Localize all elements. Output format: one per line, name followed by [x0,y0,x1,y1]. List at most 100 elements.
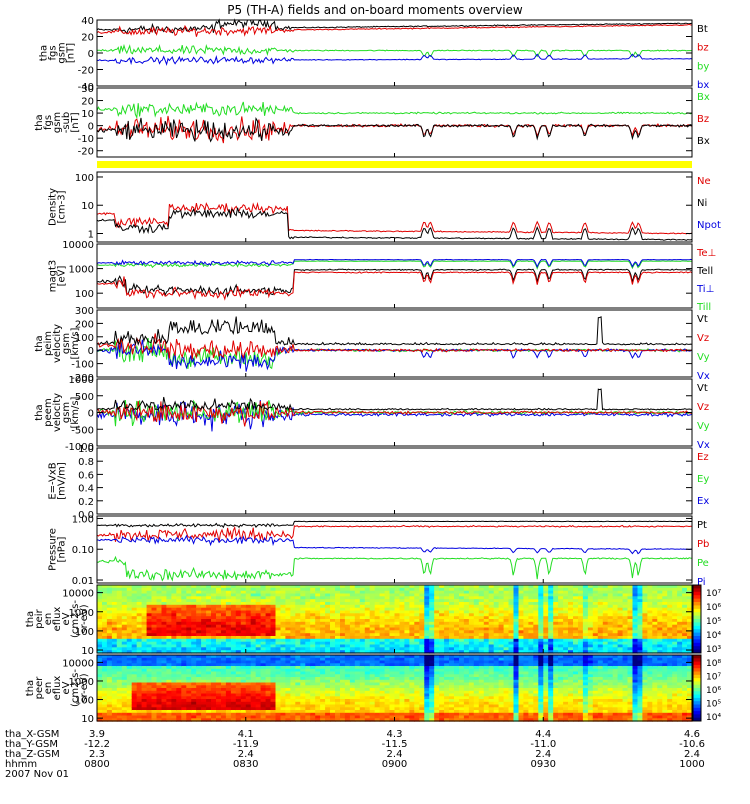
spectrogram-cell [677,605,683,608]
spectrogram-cell [444,622,450,625]
spectrogram-cell [404,596,410,599]
spectrogram-cell [454,622,460,625]
spectrogram-cell [231,596,237,599]
spectrogram-cell [499,647,505,650]
spectrogram-cell [251,622,257,625]
spectrogram-cell [157,639,163,642]
spectrogram-cell [395,639,401,642]
spectrogram-cell [519,647,525,650]
spectrogram-cell [588,588,594,591]
spectrogram-cell [538,622,544,625]
spectrogram-cell [196,588,202,591]
spectrogram-cell [246,613,252,616]
spectrogram-cell [523,605,529,608]
spectrogram-cell [350,639,356,642]
spectrogram-cell [166,622,172,625]
legend-label: Till [696,302,711,313]
spectrogram-cell [221,622,227,625]
spectrogram-cell [300,622,306,625]
spectrogram-cell [295,647,301,650]
spectrogram-cell [523,588,529,591]
spectrogram-cell [548,613,554,616]
spectrogram-cell [201,639,207,642]
spectrogram-cell [360,639,366,642]
legend-label: Vz [697,333,709,344]
spectrogram-cell [241,630,247,633]
spectrogram-cell [528,596,534,599]
spectrogram-cell [370,647,376,650]
spectrogram-cell [548,605,554,608]
spectrogram-cell [499,605,505,608]
spectrogram-cell [588,596,594,599]
spectrogram-cell [350,630,356,633]
spectrogram-cell [162,647,168,650]
spectrogram-cell [469,630,475,633]
spectrogram-cell [608,630,614,633]
spectrogram-cell [395,588,401,591]
spectrogram-cell [652,639,658,642]
spectrogram-cell [444,588,450,591]
spectrogram-cell [375,613,381,616]
spectrogram-cell [137,613,143,616]
spectrogram-cell [147,613,153,616]
spectrogram-cell [246,647,252,650]
spectrogram-cell [677,596,683,599]
spectrogram-cell [509,647,515,650]
spectrogram-cell [494,647,500,650]
spectrogram-cell [285,639,291,642]
spectrogram-cell [608,622,614,625]
spectrogram-cell [484,622,490,625]
spectrogram-cell [166,605,172,608]
spectrogram-cell [340,639,346,642]
spectrogram-cell [127,613,133,616]
spectrogram-cell [489,630,495,633]
spectrogram-cell [514,647,520,650]
spectrogram-cell [191,630,197,633]
spectrogram-cell [543,639,549,642]
spectrogram-cell [608,647,614,650]
spectrogram-cell [494,622,500,625]
spectrogram-cell [201,596,207,599]
spectrogram-cell [251,630,257,633]
spectrogram-cell [618,647,624,650]
spectrogram-cell [429,639,435,642]
spectrogram-cell [285,596,291,599]
spectrogram-cell [395,613,401,616]
spectrogram-cell [132,630,138,633]
spectrogram-cell [285,605,291,608]
spectrogram-cell [633,639,639,642]
spectrogram-cell [186,588,192,591]
y-axis-label: sr-eV) [79,604,90,633]
spectrogram-cell [613,605,619,608]
spectrogram-cell [608,596,614,599]
spectrogram-cell [642,639,648,642]
spectrogram-cell [533,639,539,642]
spectrogram-cell [261,639,267,642]
spectrogram-cell [553,596,559,599]
spectrogram-cell [142,596,148,599]
spectrogram-cell [226,605,232,608]
spectrogram-cell [271,605,277,608]
spectrogram-cell [439,630,445,633]
spectrogram-cell [107,647,113,650]
spectrogram-cell [132,596,138,599]
legend-label: Ez [697,452,709,463]
spectrogram-cell [459,613,465,616]
spectrogram-cell [504,639,510,642]
spectrogram-cell [434,622,440,625]
spectrogram-cell [310,596,316,599]
spectrogram-cell [320,622,326,625]
panel-frame [97,448,692,514]
spectrogram-cell [325,605,331,608]
spectrogram-cell [142,605,148,608]
spectrogram-cell [509,613,515,616]
spectrogram-cell [181,647,187,650]
spectrogram-cell [642,605,648,608]
spectrogram-cell [519,596,525,599]
spectrogram-cell [499,639,505,642]
spectrogram-cell [414,639,420,642]
spectrogram-cell [281,630,287,633]
spectrogram-cell [196,605,202,608]
legend-label: Ne [697,176,711,187]
spectrogram-cell [305,622,311,625]
